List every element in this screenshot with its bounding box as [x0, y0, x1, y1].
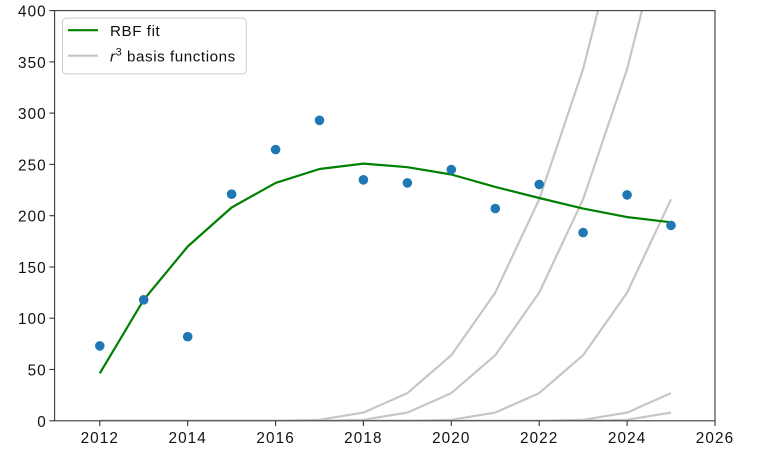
svg-text:200: 200 [18, 209, 47, 226]
svg-text:2026: 2026 [696, 430, 734, 447]
svg-text:2018: 2018 [344, 430, 382, 447]
svg-text:350: 350 [18, 55, 47, 72]
svg-text:50: 50 [28, 363, 47, 380]
svg-text:300: 300 [18, 106, 47, 123]
svg-text:0: 0 [37, 414, 47, 431]
svg-text:2024: 2024 [608, 430, 646, 447]
svg-text:2020: 2020 [432, 430, 470, 447]
svg-text:250: 250 [18, 157, 47, 174]
svg-text:r3 basis functions: r3 basis functions [110, 47, 236, 66]
svg-text:100: 100 [18, 311, 47, 328]
svg-text:2014: 2014 [168, 430, 206, 447]
svg-text:2012: 2012 [81, 430, 119, 447]
svg-text:RBF fit: RBF fit [110, 23, 160, 40]
svg-text:2016: 2016 [256, 430, 294, 447]
svg-text:2022: 2022 [520, 430, 558, 447]
svg-text:150: 150 [18, 260, 47, 277]
svg-text:400: 400 [18, 4, 47, 21]
